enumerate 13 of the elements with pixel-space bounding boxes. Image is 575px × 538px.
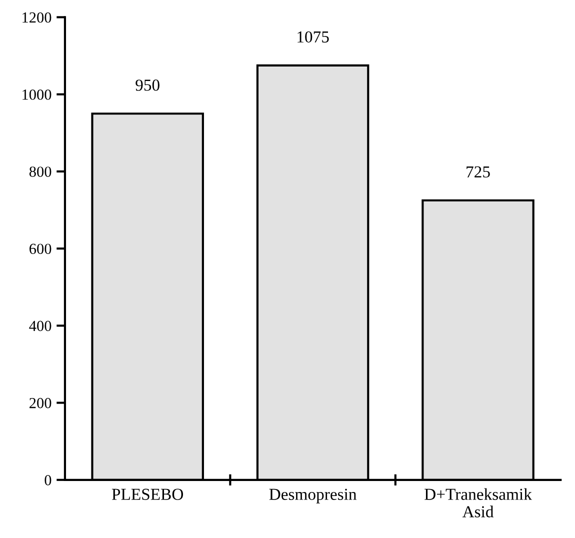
x-tick-label: PLESEBO (112, 488, 184, 500)
y-tick-label: 1200 (22, 12, 52, 23)
data-label: 725 (466, 166, 490, 178)
x-tick-label: Desmopresin (269, 488, 357, 504)
data-label: 1075 (298, 31, 329, 43)
y-tick-label: 1000 (22, 89, 52, 100)
y-tick-label: 0 (44, 475, 52, 486)
y-tick-label: 800 (29, 166, 52, 177)
data-label: 950 (136, 80, 160, 91)
y-tick-label: 200 (30, 398, 52, 408)
y-tick-label: 400 (29, 320, 52, 332)
x-tick-label: D+Traneksamik Asid (424, 488, 532, 518)
y-tick-label: 600 (30, 244, 52, 254)
